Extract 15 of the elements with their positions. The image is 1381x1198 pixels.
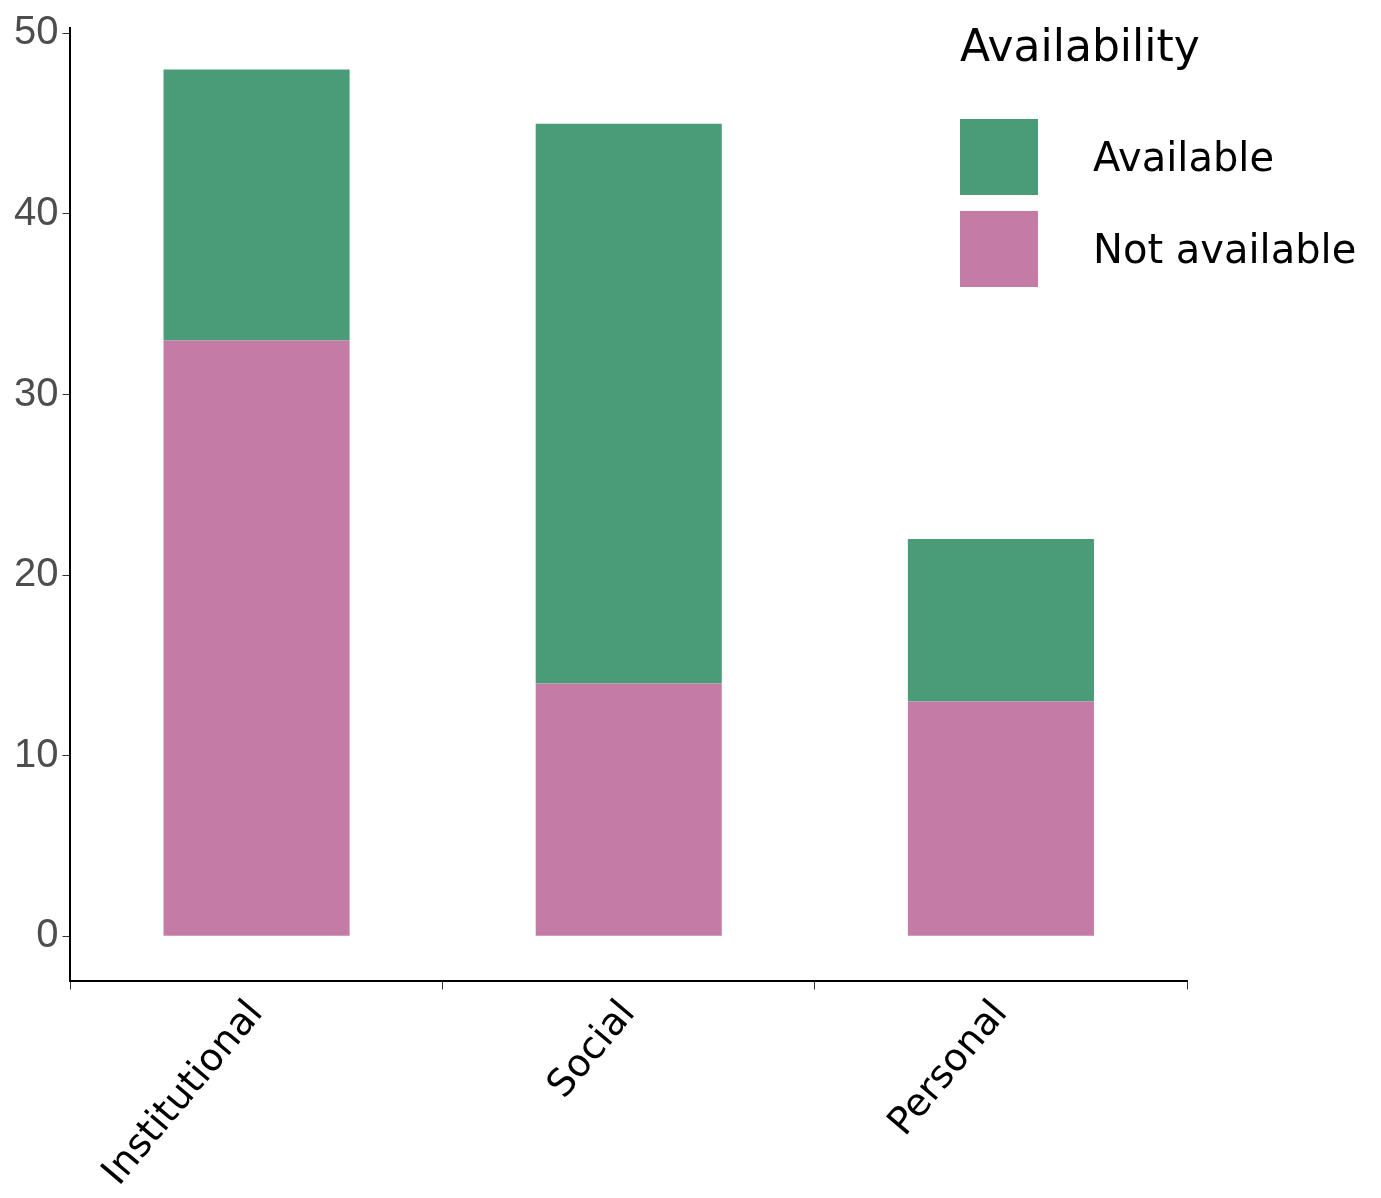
bar — [163, 340, 350, 936]
legend-title: Availability — [960, 20, 1201, 71]
bar — [907, 539, 1094, 702]
legend-label: Not available — [1093, 226, 1357, 272]
bar — [535, 123, 722, 684]
bar — [907, 701, 1094, 936]
legend-label: Available — [1093, 134, 1275, 180]
y-tick-label: 30 — [13, 369, 59, 414]
y-tick-label: 10 — [13, 730, 59, 775]
y-tick-label: 0 — [36, 911, 59, 956]
bar — [163, 69, 350, 341]
y-tick-label: 20 — [13, 550, 59, 595]
y-tick-label: 40 — [13, 189, 59, 234]
bar — [535, 683, 722, 936]
y-tick-label: 50 — [13, 8, 59, 53]
